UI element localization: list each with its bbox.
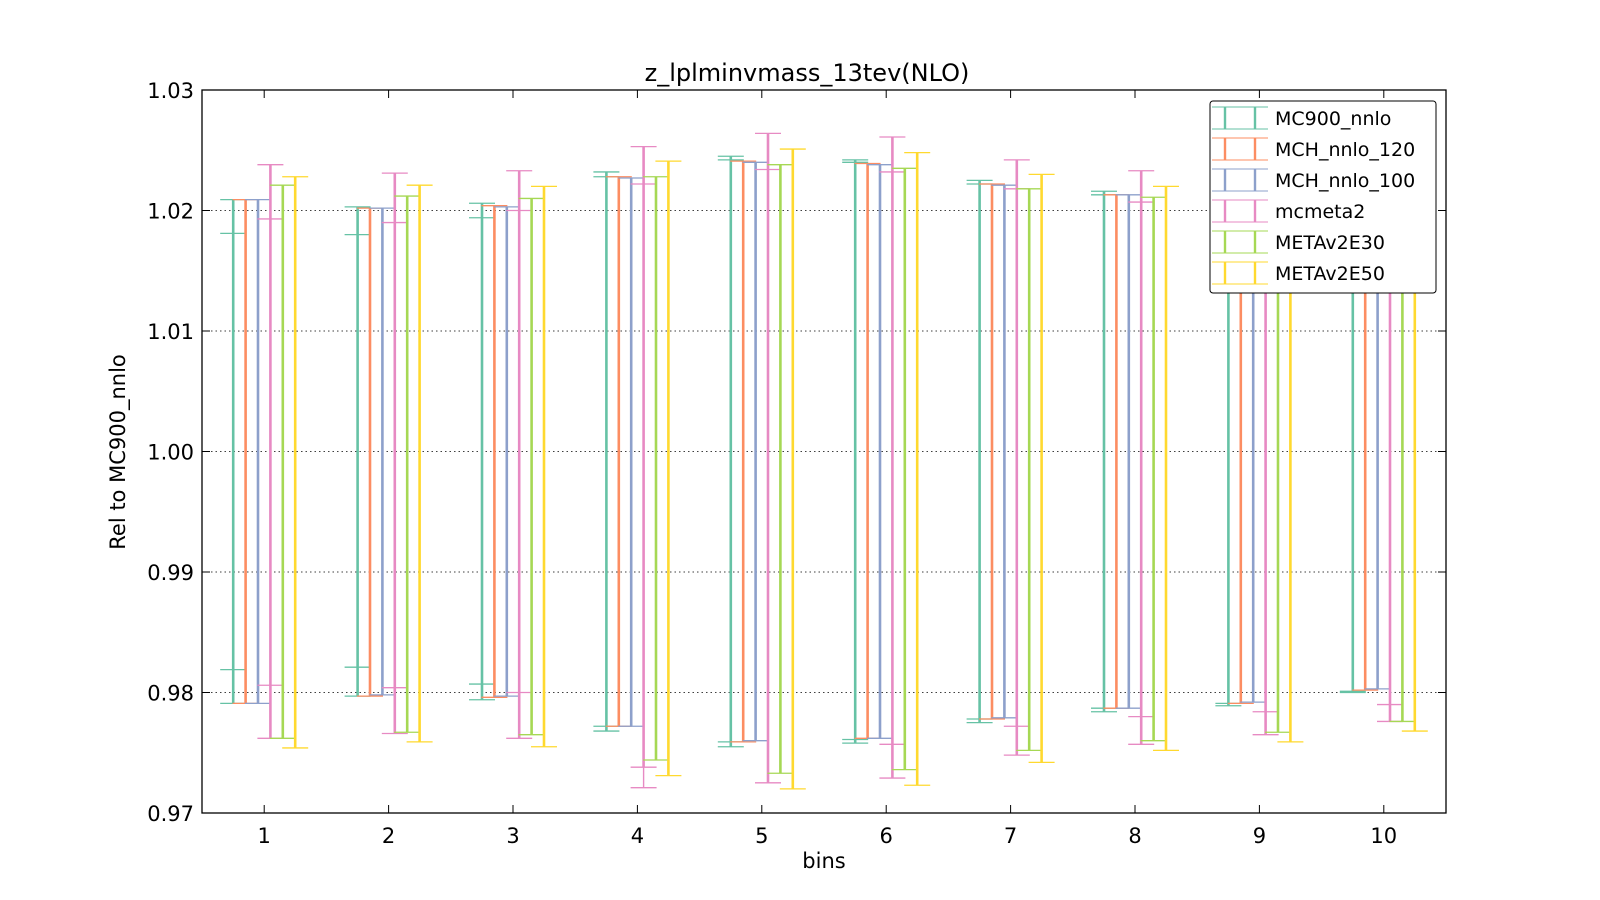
legend-label: MCH_nnlo_120	[1275, 139, 1415, 161]
error-bar-MC900_nnlo-bin-6	[842, 161, 869, 741]
error-bar-METAv2E50-bin-5	[779, 148, 806, 790]
y-tick-label: 0.97	[147, 802, 194, 826]
error-bar-MCH_nnlo_120-bin-7	[979, 183, 1005, 720]
legend-label: METAv2E50	[1275, 263, 1385, 285]
y-tick-label: 1.03	[147, 79, 194, 103]
legend-item: METAv2E50	[1212, 261, 1385, 285]
error-bar-mcmeta2-bin-3	[506, 209, 533, 694]
chart-title: z_lplminvmass_13tev(NLO)	[645, 59, 970, 87]
error-bar-METAv2E50-bin-4	[655, 160, 682, 777]
error-bar-METAv2E30-bin-3	[518, 197, 545, 736]
error-bar-MCH_nnlo_100-bin-6	[867, 164, 893, 739]
y-axis-label: Rel to MC900_nnlo	[106, 354, 131, 550]
x-tick-label: 10	[1370, 824, 1397, 848]
error-bar-METAv2E50-bin-7	[1028, 173, 1055, 764]
legend-label: METAv2E30	[1275, 232, 1385, 254]
error-bar-mcmeta2-bin-4	[630, 183, 657, 789]
axis-ticks: 0.97 0.98 0.99 1.00 1.01 1.02 1.03 1 2 3 4 5 6 7 8 9 10	[147, 79, 1446, 848]
x-tick-label: 3	[506, 824, 519, 848]
error-bars	[220, 132, 1428, 790]
error-bar-METAv2E50-bin-3	[531, 185, 557, 748]
error-bar-mcmeta2-bin-1	[257, 218, 284, 686]
legend-item: MCH_nnlo_100	[1212, 168, 1415, 192]
legend-label: MCH_nnlo_100	[1275, 170, 1415, 192]
x-tick-label: 5	[755, 824, 768, 848]
error-bar-METAv2E30-bin-1	[269, 184, 296, 739]
error-bar-MCH_nnlo_100-bin-4	[618, 177, 645, 727]
error-bar-METAv2E30-bin-7	[1016, 188, 1043, 751]
error-bar-mcmeta2-bin-6	[879, 171, 906, 745]
error-bar-MCH_nnlo_100-bin-3	[493, 206, 520, 697]
error-bar-METAv2E30-bin-5	[767, 164, 794, 774]
error-bar-MC900_nnlo-bin-2	[344, 233, 371, 668]
x-axis-label: bins	[802, 849, 845, 873]
error-bar-mcmeta2-bin-5	[755, 168, 781, 784]
x-tick-label: 9	[1253, 824, 1266, 848]
error-bar-METAv2E30-bin-2	[394, 195, 421, 733]
error-bar-MC900_nnlo-bin-3	[469, 217, 495, 685]
y-tick-label: 0.98	[147, 682, 194, 706]
y-tick-label: 0.99	[147, 561, 194, 585]
error-bar-MCH_nnlo_100-bin-7	[991, 184, 1018, 719]
legend-label: MC900_nnlo	[1275, 108, 1391, 130]
x-tick-label: 6	[880, 824, 893, 848]
y-tick-label: 1.02	[147, 200, 194, 224]
legend-label: mcmeta2	[1275, 201, 1365, 223]
legend-item: METAv2E30	[1212, 230, 1385, 254]
error-bar-METAv2E50-bin-1	[282, 176, 309, 749]
x-tick-label: 7	[1004, 824, 1017, 848]
legend-box	[1209, 100, 1437, 294]
legend-item: mcmeta2	[1212, 199, 1365, 223]
error-bar-MCH_nnlo_100-bin-8	[1115, 194, 1142, 709]
error-bar-MC900_nnlo-bin-1	[220, 232, 247, 671]
error-bar-METAv2E30-bin-6	[891, 167, 918, 771]
error-bar-METAv2E50-bin-2	[406, 184, 433, 743]
grid-lines	[202, 210, 1446, 693]
x-tick-label: 4	[631, 824, 644, 848]
error-bar-METAv2E50-bin-8	[1153, 185, 1179, 751]
y-tick-label: 1.01	[147, 320, 194, 344]
error-bar-mcmeta2-bin-2	[381, 221, 408, 689]
error-bar-METAv2E30-bin-8	[1140, 196, 1167, 742]
x-tick-label: 1	[258, 824, 271, 848]
error-bar-MCH_nnlo_100-bin-5	[742, 161, 769, 742]
error-bar-MCH_nnlo_120-bin-3	[481, 205, 508, 698]
error-bar-METAv2E50-bin-6	[904, 152, 931, 786]
error-bar-MCH_nnlo_120-bin-5	[730, 160, 757, 743]
y-tick-label: 1.00	[147, 441, 194, 465]
legend-item: MCH_nnlo_120	[1212, 137, 1415, 161]
error-bar-MCH_nnlo_100-bin-1	[245, 199, 271, 704]
error-bar-MCH_nnlo_100-bin-2	[369, 207, 396, 696]
x-tick-label: 8	[1128, 824, 1141, 848]
legend: MC900_nnlo MCH_nnlo_120 MCH_nnlo_100mcmeta…	[1209, 100, 1437, 294]
error-bar-METAv2E30-bin-4	[643, 176, 669, 761]
error-bar-mcmeta2-bin-8	[1128, 201, 1155, 718]
legend-item: MC900_nnlo	[1212, 106, 1391, 130]
x-tick-label: 2	[382, 824, 395, 848]
